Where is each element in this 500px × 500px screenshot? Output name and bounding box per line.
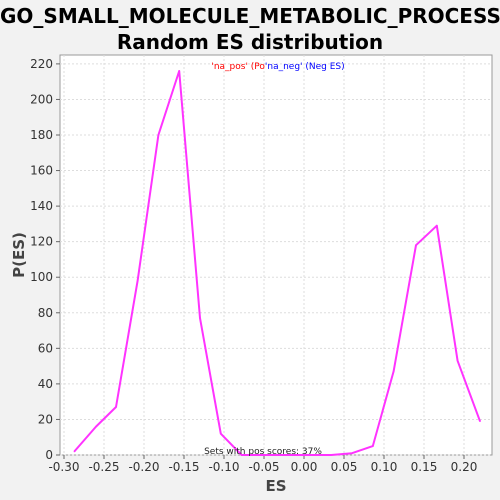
chart-title-line2: Random ES distribution xyxy=(116,30,384,54)
y-tick-label: 80 xyxy=(38,306,53,320)
x-tick-label: 0.05 xyxy=(331,460,358,474)
series-point xyxy=(220,432,222,435)
y-tick-label: 40 xyxy=(38,377,53,391)
x-tick-label: -0.10 xyxy=(208,460,239,474)
series-point xyxy=(479,420,481,423)
y-tick-label: 100 xyxy=(30,270,53,284)
series-point xyxy=(240,454,243,456)
plot-area xyxy=(59,54,493,456)
series-point xyxy=(199,317,201,319)
pos-scores-annotation: Sets with pos scores: 37% xyxy=(204,447,322,457)
series-point xyxy=(372,445,374,447)
y-axis-ticks: 0 20 40 60 80 100 120 140 160 180 200 220 xyxy=(30,57,60,462)
x-tick-label: 0.15 xyxy=(411,460,438,474)
y-tick-label: 120 xyxy=(30,235,53,249)
x-tick-label: 0.10 xyxy=(371,460,398,474)
series-point xyxy=(415,244,417,247)
y-tick-label: 20 xyxy=(38,412,53,426)
series-point xyxy=(157,134,160,136)
y-tick-label: 220 xyxy=(30,57,53,71)
x-tick-label: -0.20 xyxy=(128,460,159,474)
x-axis-title: ES xyxy=(265,477,286,495)
chart-title: GO_SMALL_MOLECULE_METABOLIC_PROCESS: Ran… xyxy=(0,3,500,55)
y-tick-label: 160 xyxy=(30,164,53,178)
y-tick-label: 200 xyxy=(30,92,53,106)
series-point xyxy=(136,279,139,282)
chart-legend: 'na_pos' (Po'na_neg' (Neg ES) xyxy=(211,62,344,72)
x-tick-label: -0.05 xyxy=(248,460,279,474)
chart-title-line1: GO_SMALL_MOLECULE_METABOLIC_PROCESS: xyxy=(0,4,500,28)
series-point xyxy=(456,359,459,362)
legend-item-na-pos: 'na_pos' (Po xyxy=(211,62,265,72)
x-tick-label: -0.25 xyxy=(88,460,119,474)
series-point xyxy=(73,450,76,453)
series-point xyxy=(261,454,264,456)
series-point xyxy=(282,454,285,456)
series-point xyxy=(178,70,180,72)
y-tick-label: 140 xyxy=(30,199,53,213)
series-point xyxy=(351,452,353,455)
x-tick-label: 0.00 xyxy=(291,460,318,474)
x-tick-label: 0.20 xyxy=(451,460,478,474)
y-tick-label: 60 xyxy=(38,341,53,355)
legend-item-na-neg: 'na_neg' (Neg ES) xyxy=(265,62,345,72)
x-tick-label: -0.30 xyxy=(48,460,79,474)
series-point xyxy=(392,370,395,373)
y-axis-title: P(ES) xyxy=(10,232,28,278)
series-point xyxy=(115,406,117,408)
series-point xyxy=(330,454,333,456)
y-tick-label: 0 xyxy=(45,448,53,462)
series-point xyxy=(95,425,97,428)
x-axis-ticks: -0.30 -0.25 -0.20 -0.15 -0.10 -0.05 0.00 0.05 0.… xyxy=(48,455,477,474)
series-layer xyxy=(73,70,481,456)
series-point xyxy=(436,224,438,227)
series-line-0 xyxy=(73,70,481,456)
x-tick-label: -0.15 xyxy=(168,460,199,474)
series-point xyxy=(303,454,305,456)
y-tick-label: 180 xyxy=(30,128,53,142)
